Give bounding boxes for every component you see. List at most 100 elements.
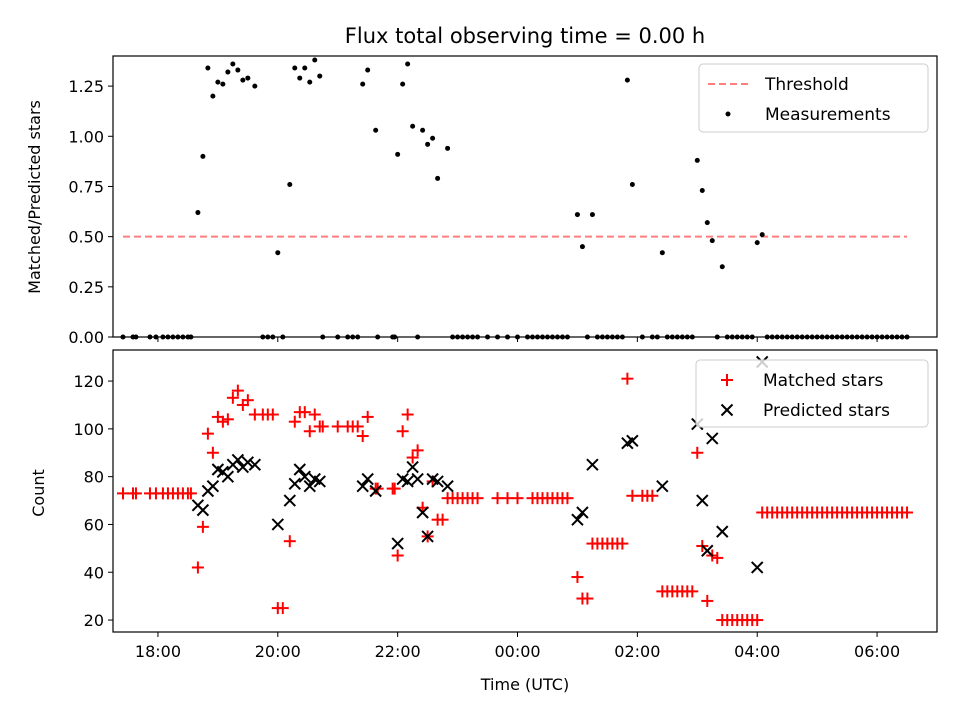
measurement-point xyxy=(425,141,431,147)
bottom-x-tick-label: 00:00 xyxy=(494,642,540,661)
measurement-point xyxy=(210,93,216,99)
matched-star-point xyxy=(616,537,629,550)
predicted-star-point xyxy=(303,480,316,493)
top-y-ticks: 0.00 0.25 0.50 0.75 1.00 1.25 xyxy=(68,77,113,347)
matched-star-point xyxy=(646,489,659,502)
measurement-point xyxy=(252,83,258,89)
top-chart-title: Flux total observing time = 0.00 h xyxy=(345,24,705,48)
predicted-star-point xyxy=(696,494,709,507)
legend-measurements-label: Measurements xyxy=(765,105,891,125)
bottom-legend-box xyxy=(695,359,929,428)
predicted-star-point xyxy=(571,513,584,526)
matched-star-point xyxy=(351,420,364,433)
measurement-point xyxy=(195,210,201,216)
matched-star-point xyxy=(308,408,321,421)
measurement-point xyxy=(754,240,760,246)
matched-star-point xyxy=(298,406,311,419)
measurement-point xyxy=(629,181,635,187)
top-y-tick-label: 0.75 xyxy=(68,177,104,196)
predicted-stars-points xyxy=(191,355,769,574)
top-plot-frame xyxy=(112,55,938,338)
matched-star-point xyxy=(571,571,584,584)
measurement-point xyxy=(307,79,313,85)
matched-star-point xyxy=(561,492,574,505)
measurement-point xyxy=(574,212,580,218)
predicted-star-point xyxy=(241,456,255,469)
legend-predicted-marker xyxy=(720,403,734,417)
matched-star-point xyxy=(391,549,404,562)
matched-stars-points xyxy=(116,372,914,627)
legend-matched-label: Matched stars xyxy=(763,371,883,391)
predicted-star-point xyxy=(411,472,424,486)
predicted-star-point xyxy=(283,494,296,507)
bottom-y-tick-label: 60 xyxy=(84,515,104,534)
predicted-star-point xyxy=(701,544,714,557)
measurement-point xyxy=(704,220,710,226)
measurement-point xyxy=(400,81,406,87)
predicted-star-point xyxy=(361,472,374,486)
legend-matched-swatch xyxy=(721,374,733,386)
measurement-point xyxy=(395,151,401,157)
matched-star-point xyxy=(411,444,424,457)
measurement-point xyxy=(302,65,308,71)
measurement-point xyxy=(589,212,595,218)
matched-star-point xyxy=(751,614,764,627)
predicted-star-point xyxy=(356,480,369,493)
bottom-y-tick-label: 120 xyxy=(73,372,104,391)
top-x-ticks xyxy=(157,337,878,342)
top-y-axis-label: Matched/Predicted stars xyxy=(25,100,44,294)
matched-star-point xyxy=(511,492,524,505)
predicted-star-point xyxy=(288,477,301,491)
measurement-point xyxy=(240,77,246,83)
matched-star-point xyxy=(686,585,699,598)
top-y-tick-label: 0.50 xyxy=(68,228,104,247)
measurement-point xyxy=(220,81,226,87)
top-y-tick-label: 0.00 xyxy=(68,328,104,347)
matched-star-point xyxy=(226,391,239,404)
matched-star-point xyxy=(621,372,634,385)
predicted-star-point xyxy=(626,434,639,448)
bottom-y-tick-label: 80 xyxy=(84,468,104,487)
matched-star-point xyxy=(206,446,219,459)
measurement-point xyxy=(420,127,426,133)
measurement-point xyxy=(579,244,585,250)
bottom-x-tick-label: 18:00 xyxy=(135,642,181,661)
measurement-point xyxy=(200,153,206,159)
matched-star-point xyxy=(303,425,316,438)
matched-star-point xyxy=(201,427,214,440)
matched-star-point xyxy=(266,408,279,421)
matched-star-point xyxy=(241,394,254,407)
matched-star-point xyxy=(184,487,197,500)
matched-star-point xyxy=(129,487,142,500)
predicted-star-point xyxy=(313,475,326,488)
top-legend-box xyxy=(698,63,929,133)
bottom-y-tick-label: 40 xyxy=(84,563,104,582)
matched-star-point xyxy=(471,492,484,505)
measurement-point xyxy=(405,61,411,67)
bottom-x-axis-label: Time (UTC) xyxy=(480,675,569,694)
predicted-star-point xyxy=(586,458,599,471)
matched-star-point xyxy=(396,425,409,438)
measurement-point xyxy=(694,157,700,163)
predicted-star-point xyxy=(706,432,719,445)
predicted-star-point xyxy=(406,460,419,474)
measurement-point xyxy=(430,135,436,141)
measurement-point xyxy=(287,181,293,187)
top-panel: Flux total observing time = 0.00 h Match… xyxy=(25,24,938,347)
matched-star-point xyxy=(388,482,401,495)
measurement-point xyxy=(215,79,221,85)
matched-star-point xyxy=(283,535,296,548)
predicted-star-point xyxy=(271,518,285,531)
matched-star-point xyxy=(288,415,301,428)
top-y-tick-label: 1.25 xyxy=(68,77,104,96)
matched-star-point xyxy=(401,408,414,421)
matched-star-point xyxy=(231,384,244,397)
measurement-point xyxy=(205,65,211,71)
measurement-point xyxy=(245,75,251,81)
legend-predicted-swatch xyxy=(720,403,734,417)
predicted-star-point xyxy=(431,475,444,488)
top-y-tick-label: 0.25 xyxy=(68,278,104,297)
predicted-star-point xyxy=(221,470,235,483)
bottom-legend: Matched stars Predicted stars xyxy=(695,359,929,428)
predicted-star-point xyxy=(421,530,434,543)
